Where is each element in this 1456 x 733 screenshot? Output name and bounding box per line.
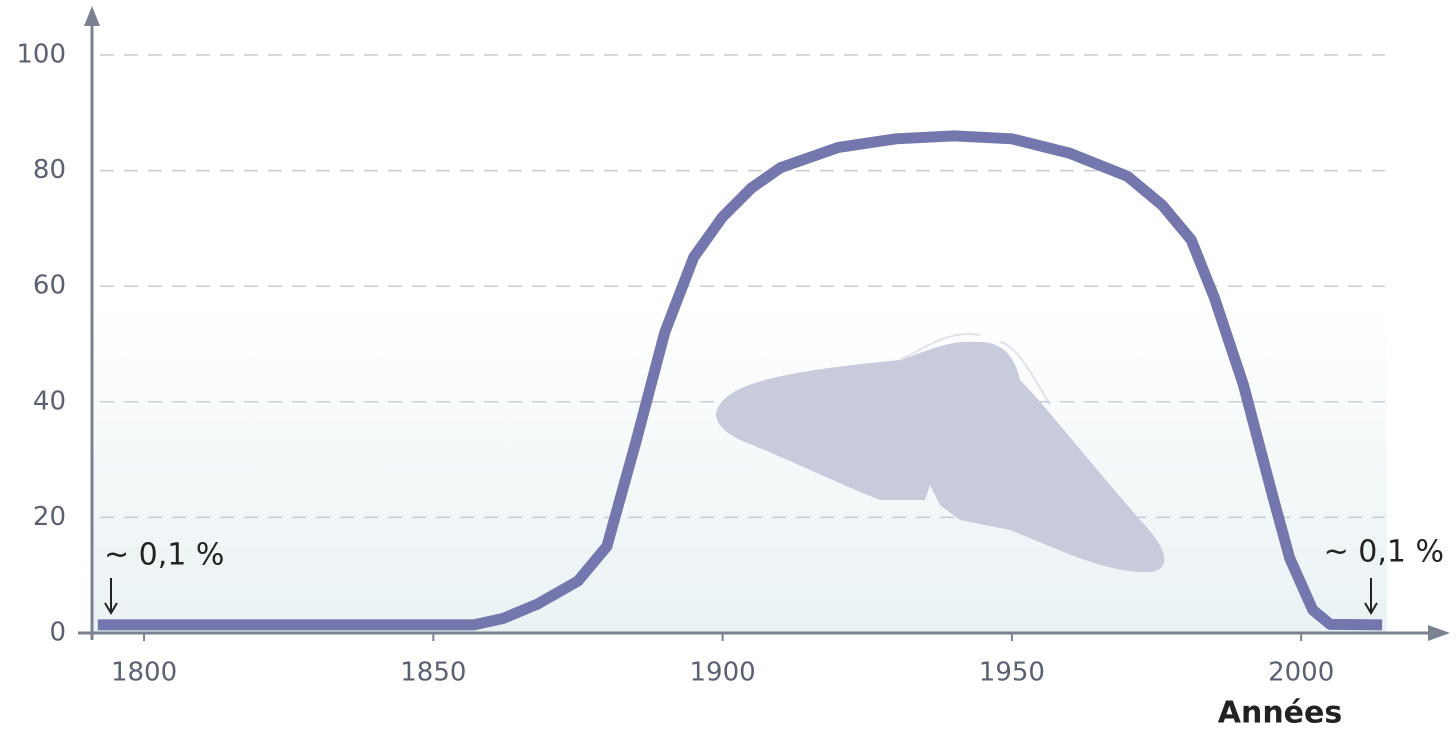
x-axis-label: Années <box>1218 696 1342 731</box>
annotation: ~ 0,1 % <box>1324 535 1444 570</box>
y-tick-label: 60 <box>33 271 66 301</box>
y-axis-arrow <box>84 6 100 26</box>
y-tick-label: 40 <box>33 386 66 416</box>
x-tick-label: 1900 <box>690 658 756 688</box>
y-tick-label: 20 <box>33 502 66 532</box>
x-tick-label: 1950 <box>979 658 1045 688</box>
annotation: ~ 0,1 % <box>104 538 224 573</box>
plot-background <box>92 300 1387 633</box>
x-tick-label: 1850 <box>400 658 466 688</box>
x-tick-label: 1800 <box>111 658 177 688</box>
y-tick-label: 0 <box>49 618 66 648</box>
x-axis-arrow <box>1428 625 1450 641</box>
y-tick-label: 80 <box>33 155 66 185</box>
x-tick-label: 2000 <box>1268 658 1334 688</box>
y-tick-label: 100 <box>16 40 66 70</box>
chart: Années ~ 0,1 % ~ 0,1 % 0 20 40 60 80 100 1800 1… <box>0 0 1456 733</box>
